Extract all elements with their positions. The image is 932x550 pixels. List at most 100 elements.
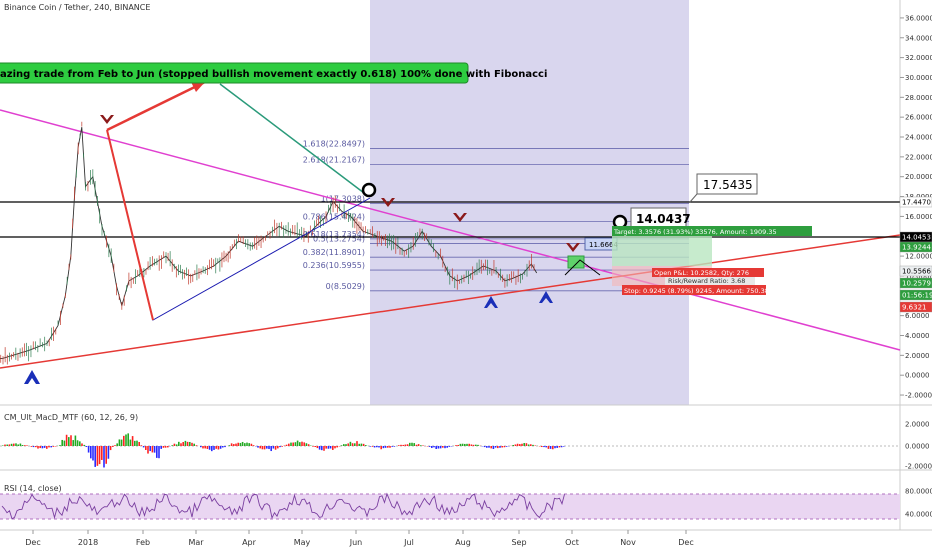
- macd-bar: [65, 434, 68, 446]
- macd-bar: [118, 439, 121, 446]
- macd-bar: [446, 446, 448, 448]
- macd-bar: [303, 442, 305, 446]
- macd-bar: [554, 446, 556, 449]
- macd-bar: [556, 446, 558, 448]
- x-tick-label: Dec: [25, 538, 40, 547]
- macd-bar: [39, 446, 41, 449]
- y-tick-label: 24.0000: [905, 134, 932, 142]
- macd-bar: [206, 446, 209, 449]
- macd-bar: [2, 445, 4, 446]
- macd-bar: [486, 446, 488, 448]
- macd-bar: [208, 446, 211, 450]
- macd-bar: [103, 446, 105, 468]
- macd-bar: [422, 445, 424, 446]
- macd-bar: [400, 444, 402, 446]
- x-tick-label: Apr: [242, 538, 257, 547]
- macd-tick-label: 2.0000: [905, 421, 930, 429]
- fib-label: 0.382(11.8901): [303, 248, 365, 257]
- rsi-line: [1, 492, 565, 520]
- price-badge-label: 9.6321: [902, 304, 927, 312]
- macd-bar: [167, 446, 169, 448]
- price-badge-label: 13.9244: [902, 244, 931, 252]
- target-label[interactable]: [612, 226, 812, 236]
- price-badge: [899, 277, 932, 289]
- macd-bar: [393, 446, 396, 447]
- fib-label: 0(8.5029): [326, 282, 365, 291]
- macd-bar: [523, 443, 525, 446]
- macd-bar: [560, 446, 563, 448]
- macd-bar: [516, 443, 519, 446]
- path-arrow: [564, 259, 601, 276]
- blue-arrow-2: [484, 296, 498, 308]
- macd-bar: [127, 433, 129, 446]
- macd-bar: [246, 442, 248, 446]
- macd-bar: [164, 446, 167, 448]
- macd-bar: [369, 446, 371, 447]
- macd-bar: [563, 446, 565, 447]
- descending-trendline[interactable]: [0, 109, 901, 351]
- time-axis[interactable]: Dec 2018 Feb Mar Apr May Jun Jul Aug Sep Oct Nov Dec: [25, 530, 694, 547]
- macd-bar: [543, 446, 545, 448]
- rsi-band: [0, 494, 900, 519]
- macd-bar: [228, 445, 231, 446]
- macd-bar: [193, 443, 195, 446]
- macd-bar: [261, 446, 264, 450]
- x-tick-label: 2018: [78, 538, 98, 547]
- macd-bar: [411, 442, 413, 446]
- macd-bar: [37, 446, 39, 449]
- macd-bar: [387, 446, 389, 448]
- macd-bar: [470, 444, 473, 446]
- macd-bar: [301, 441, 303, 446]
- macd-bar: [532, 444, 534, 446]
- macd-bar: [290, 442, 292, 446]
- macd-bar: [398, 445, 400, 446]
- macd-bar: [83, 444, 85, 446]
- macd-bar: [552, 446, 554, 450]
- macd-bar: [431, 446, 433, 449]
- rsi-label: RSI (14, close): [4, 484, 62, 493]
- macd-bar: [318, 446, 321, 450]
- open-pl-label[interactable]: [652, 268, 764, 277]
- macd-bar: [195, 445, 198, 446]
- x-tick-label: May: [294, 538, 311, 547]
- macd-bar: [17, 444, 19, 446]
- macd-bar: [217, 446, 220, 450]
- macd-bar: [312, 446, 314, 447]
- macd-bar: [483, 446, 486, 448]
- macd-pane[interactable]: [0, 433, 900, 468]
- x-tick-label: Feb: [136, 538, 150, 547]
- candles: [0, 121, 535, 365]
- macd-bar: [61, 439, 63, 446]
- macd-bar: [299, 442, 301, 446]
- macd-bar: [32, 446, 35, 448]
- macd-bar: [48, 446, 50, 448]
- price-callout-1[interactable]: [696, 173, 758, 195]
- macd-bar: [455, 445, 457, 446]
- red-arrow-3: [453, 213, 467, 222]
- small-label-text: 11.6664: [589, 241, 618, 249]
- macd-bar: [285, 444, 288, 446]
- macd-bar: [343, 444, 345, 446]
- macd-bar: [134, 440, 136, 446]
- macd-bar: [444, 446, 446, 449]
- macd-bar: [340, 445, 343, 446]
- ascending-trendline[interactable]: [0, 234, 901, 369]
- macd-bar: [24, 445, 26, 446]
- fib-label: 0.5(13.2754): [313, 234, 365, 243]
- macd-bar: [464, 443, 466, 446]
- projection-arrow: [106, 80, 206, 132]
- y-tick-label: 0.0000: [905, 372, 930, 380]
- macd-bar: [323, 446, 325, 451]
- macd-bar: [545, 446, 547, 448]
- rsi-tick-label: 40.0000: [905, 511, 932, 519]
- macd-label: CM_Ult_MacD_MTF (60, 12, 26, 9): [4, 413, 138, 422]
- price-badge-label: 10.5566: [902, 268, 931, 276]
- macd-bar: [371, 446, 374, 447]
- price-callout-2-text: 14.0437: [636, 212, 691, 226]
- macd-bar: [347, 443, 349, 446]
- macd-bar: [151, 446, 154, 453]
- stop-label[interactable]: [622, 285, 766, 295]
- top-marker-circle: [361, 182, 377, 198]
- price-badge: [899, 301, 932, 313]
